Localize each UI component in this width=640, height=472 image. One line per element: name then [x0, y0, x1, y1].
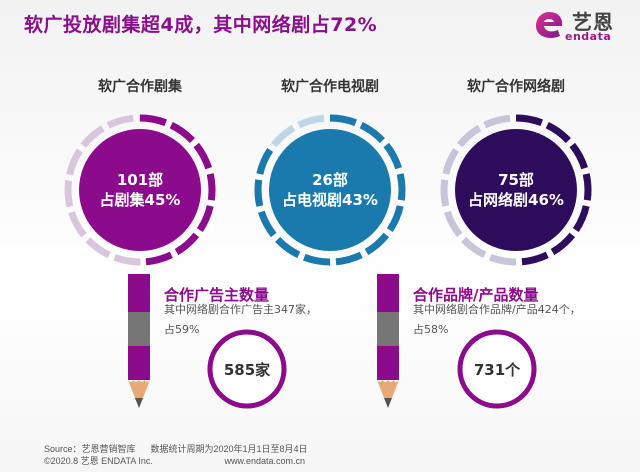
pencil-icon: [377, 274, 399, 422]
donut-chart: 75部 占网络剧46%: [438, 112, 594, 268]
stat-desc-line1: 其中网络剧合作广告主347家，: [164, 303, 317, 316]
donut-web: 软广合作网络剧 75部 占网络剧46%: [436, 76, 596, 268]
stat-total: 731个: [473, 360, 521, 379]
page-title: 软广投放剧集超4成，其中网络剧占72%: [24, 14, 378, 36]
stat-desc-line1: 其中网络剧合作品牌/产品424个，: [413, 303, 581, 316]
segmented-ring: [440, 114, 592, 266]
donut-title: 软广合作剧集: [98, 79, 182, 95]
donut-tv: 软广合作电视剧 26部 占电视剧43%: [250, 76, 410, 268]
stat-desc-line2: 占58%: [413, 323, 449, 336]
logo-cn-text: 艺恩: [572, 10, 614, 34]
footer: Source：艺恩营销智库 数据统计周期为2020年1月1日至8月4日 ©202…: [44, 443, 308, 467]
stat-title: 合作品牌/产品数量: [413, 286, 539, 304]
donut-chart: 26部 占电视剧43%: [252, 112, 408, 268]
donut-title: 软广合作电视剧: [281, 79, 379, 95]
progress-ring: 585家: [206, 328, 288, 410]
donut-share: 占网络剧46%: [468, 191, 564, 209]
footer-period: 数据统计周期为2020年1月1日至8月4日: [150, 444, 308, 454]
donut-share: 占电视剧43%: [282, 191, 378, 209]
donut-chart: 101部 占剧集45%: [62, 112, 218, 268]
stat-desc-line2: 占59%: [164, 323, 200, 336]
progress-ring: 731个: [456, 328, 538, 410]
stat-desc: 其中网络剧合作品牌/产品424个， 占58%: [413, 300, 581, 340]
footer-copyright: ©2020.8 艺恩 ENDATA Inc.: [44, 456, 153, 466]
segmented-ring: [254, 114, 406, 266]
donut-count: 26部: [312, 171, 348, 189]
donut-title: 软广合作网络剧: [467, 79, 565, 95]
donut-count: 101部: [116, 171, 164, 189]
stat-desc: 其中网络剧合作广告主347家， 占59%: [164, 300, 317, 340]
pencil-icon: [128, 274, 150, 422]
donut-share: 占剧集45%: [99, 191, 181, 209]
donut-count: 75部: [498, 171, 534, 189]
footer-website: www.endata.com.cn: [224, 456, 306, 466]
endata-logo-icon: [536, 12, 563, 38]
segmented-ring: [64, 114, 216, 266]
endata-logo: 艺恩 endata: [534, 6, 634, 46]
stat-title: 合作广告主数量: [164, 286, 270, 304]
stat-total: 585家: [223, 360, 271, 379]
logo-en-text: endata: [565, 30, 612, 43]
donut-drama: 软广合作剧集 101部 占剧集45%: [60, 76, 220, 268]
footer-source: Source：艺恩营销智库: [44, 444, 136, 454]
